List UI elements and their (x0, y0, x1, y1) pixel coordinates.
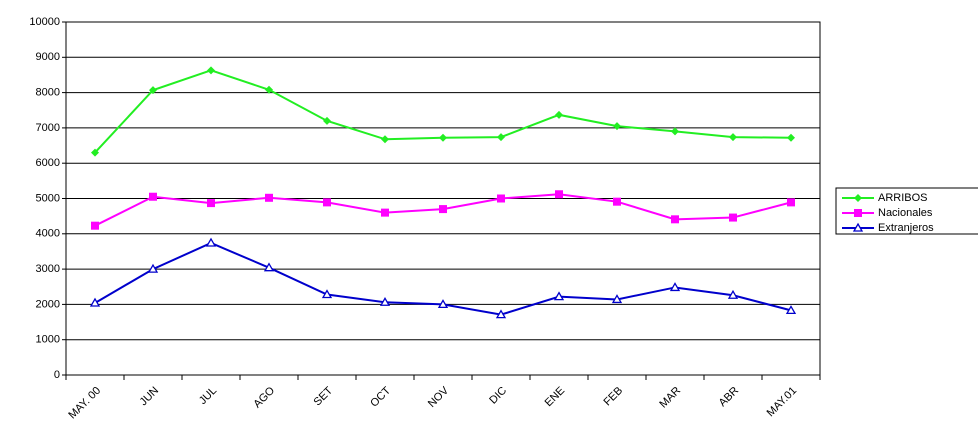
x-tick-label: MAY.01 (765, 385, 800, 420)
y-tick-label: 9000 (36, 51, 60, 63)
point (495, 309, 507, 319)
point (205, 237, 217, 247)
point (91, 221, 99, 230)
point (555, 190, 563, 199)
point (727, 289, 739, 299)
point (669, 282, 681, 292)
x-tick-label: OCT (368, 385, 393, 410)
point (323, 116, 331, 125)
x-tick-label: AGO (251, 384, 277, 410)
legend-label: ARRIBOS (878, 192, 928, 204)
y-tick-label: 2000 (36, 298, 60, 310)
x-tick-label: SET (312, 385, 336, 409)
point (671, 215, 679, 224)
point (207, 199, 215, 208)
point (439, 133, 447, 142)
point (265, 85, 273, 94)
x-tick-label: JUL (197, 385, 219, 407)
x-tick-label: DIC (487, 385, 509, 407)
point (729, 133, 737, 142)
y-tick-label: 6000 (36, 157, 60, 169)
point (147, 263, 159, 273)
point (497, 194, 505, 203)
y-tick-label: 1000 (36, 334, 60, 346)
point (379, 296, 391, 306)
y-tick-label: 10000 (29, 16, 60, 28)
y-tick-label: 7000 (36, 122, 60, 134)
legend-label: Extranjeros (878, 222, 934, 234)
y-tick-label: 0 (54, 369, 60, 381)
point (149, 86, 157, 95)
x-tick-label: NOV (426, 384, 452, 410)
point (321, 289, 333, 299)
point (785, 305, 797, 315)
point (91, 148, 99, 157)
point (854, 194, 862, 202)
point (323, 198, 331, 207)
point (89, 297, 101, 307)
point (611, 294, 623, 304)
point (439, 205, 447, 214)
point (207, 66, 215, 75)
x-tick-label: MAR (657, 385, 683, 411)
point (854, 209, 862, 217)
x-tick-label: JUN (138, 385, 162, 409)
x-tick-label: ENE (543, 385, 567, 409)
point (263, 262, 275, 272)
point (555, 110, 563, 119)
point (265, 193, 273, 202)
plot-border (65, 21, 821, 376)
y-tick-label: 4000 (36, 228, 60, 240)
point (381, 135, 389, 144)
y-tick-label: 3000 (36, 263, 60, 275)
y-tick-label: 8000 (36, 87, 60, 99)
point (553, 291, 565, 301)
point (497, 133, 505, 142)
y-tick-label: 5000 (36, 192, 60, 204)
point (787, 133, 795, 142)
point (149, 192, 157, 201)
x-tick-label: MAY. 00 (66, 385, 103, 422)
legend-label: Nacionales (878, 207, 933, 219)
point (852, 222, 864, 232)
point (613, 122, 621, 131)
point (613, 197, 621, 206)
point (671, 127, 679, 136)
point (729, 213, 737, 222)
x-tick-label: ABR (717, 385, 742, 410)
point (787, 198, 795, 207)
point (381, 208, 389, 217)
point (437, 299, 449, 309)
x-tick-label: FEB (602, 385, 626, 409)
